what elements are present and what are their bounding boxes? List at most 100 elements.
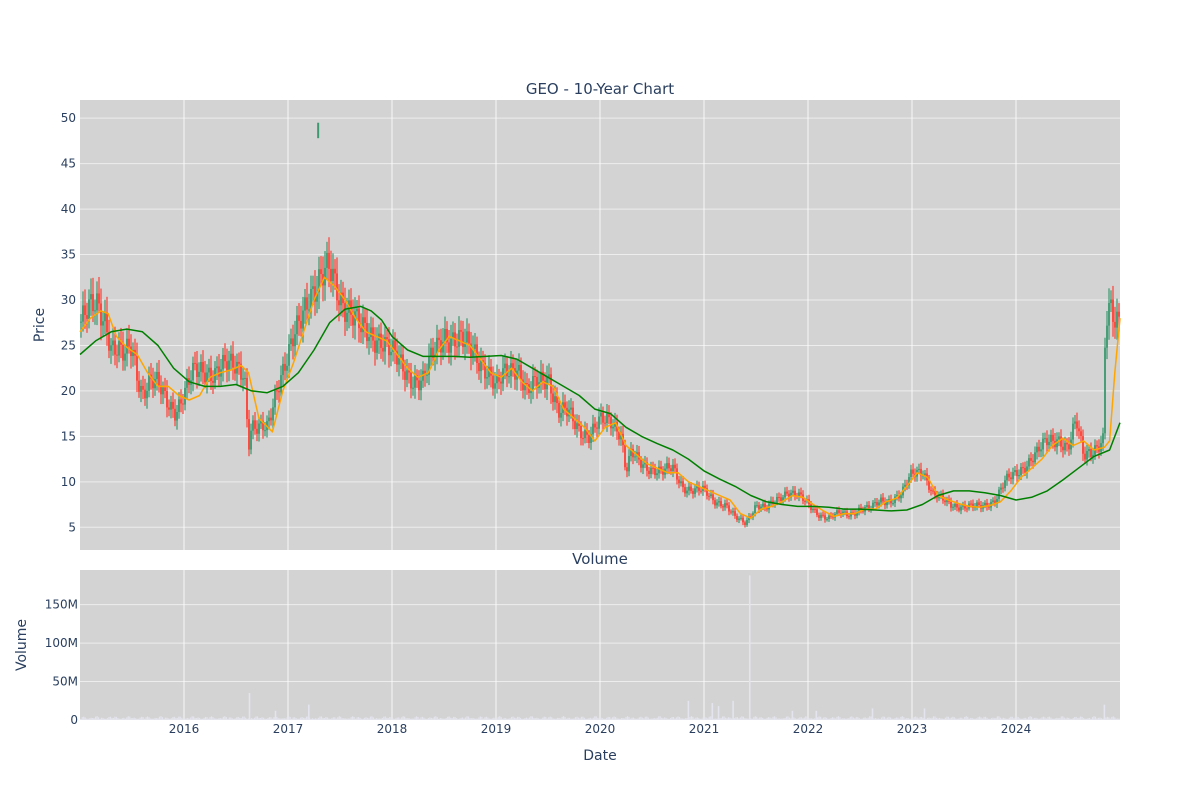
volume-bar: [999, 717, 1001, 720]
candle-body: [746, 519, 748, 525]
volume-bar: [974, 718, 976, 720]
volume-bar: [341, 718, 343, 720]
candle-body: [1082, 436, 1084, 454]
candle-body: [642, 464, 644, 468]
candle-body: [872, 502, 874, 509]
volume-bar: [1083, 718, 1085, 720]
candle-body: [554, 396, 556, 403]
volume-bar: [188, 718, 190, 720]
volume-bar: [484, 717, 486, 720]
candle-body: [468, 331, 470, 344]
volume-bar: [325, 717, 327, 720]
candle-body: [80, 321, 82, 323]
candle-body: [524, 382, 526, 391]
candle-body: [518, 364, 520, 371]
volume-bar: [579, 718, 581, 720]
candle-body: [526, 382, 528, 385]
volume-bar: [919, 716, 921, 720]
volume-bar: [751, 718, 753, 720]
volume-bar: [1084, 718, 1086, 720]
candle-body: [648, 470, 650, 475]
volume-bar: [301, 717, 303, 720]
volume-bar: [505, 718, 507, 720]
volume-bars: [80, 575, 1120, 720]
candle-body: [252, 420, 254, 431]
candle-body: [130, 346, 132, 357]
volume-bar: [1088, 717, 1091, 720]
candle-body: [428, 356, 430, 375]
volume-bar: [1004, 718, 1006, 720]
volume-bar: [915, 716, 917, 720]
volume-bar: [534, 718, 536, 720]
volume-bar: [1087, 718, 1089, 720]
candle-body: [826, 518, 828, 520]
volume-bar: [1022, 718, 1024, 720]
volume-bar: [641, 717, 643, 720]
volume-bar: [313, 718, 315, 720]
volume-bar: [889, 717, 892, 720]
volume-bar: [769, 717, 771, 720]
candle-body: [334, 268, 336, 274]
candle-body: [644, 462, 646, 465]
candle-body: [654, 468, 656, 476]
candle-body: [790, 492, 792, 498]
price-y-tick-label: 15: [61, 429, 76, 443]
candle-body: [572, 407, 574, 422]
volume-bar: [172, 717, 174, 720]
volume-bar: [573, 718, 575, 720]
candle-body: [328, 252, 330, 269]
volume-bar: [430, 717, 432, 720]
candle-body: [194, 362, 196, 364]
candle-body: [620, 433, 622, 440]
candle-body: [1114, 321, 1116, 328]
volume-bar: [265, 718, 268, 720]
volume-bar: [802, 718, 804, 720]
volume-bar: [421, 716, 424, 720]
volume-bar: [242, 716, 244, 720]
candle-body: [610, 417, 612, 429]
volume-bar: [298, 718, 300, 720]
candle-body: [272, 407, 274, 421]
volume-bar: [662, 718, 664, 720]
volume-bar: [827, 718, 829, 720]
candle-body: [244, 377, 246, 379]
volume-bar: [300, 717, 302, 720]
volume-bar: [1090, 718, 1092, 720]
volume-bar: [733, 718, 736, 720]
volume-bar: [513, 717, 516, 720]
candle-body: [486, 377, 488, 379]
candle-body: [1006, 473, 1008, 481]
volume-bar: [346, 718, 348, 720]
candle-body: [1042, 438, 1044, 450]
candle-body: [450, 338, 452, 353]
volume-bar: [976, 718, 978, 720]
volume-bar: [499, 716, 501, 720]
candle-body: [256, 428, 258, 434]
volume-bar: [297, 718, 299, 720]
candle-body: [390, 351, 392, 356]
volume-bar: [971, 717, 973, 720]
candle-body: [986, 502, 988, 507]
candle-body: [124, 353, 126, 361]
volume-bar: [469, 718, 471, 720]
candle-body: [416, 375, 418, 381]
volume-bar: [542, 717, 544, 720]
candle-body: [264, 430, 266, 432]
volume-bar: [445, 718, 447, 720]
candle-body: [262, 420, 264, 431]
candle-body: [1056, 439, 1058, 448]
volume-bar: [407, 718, 409, 720]
candle-body: [574, 421, 576, 430]
volume-bar: [546, 718, 548, 720]
candle-body: [710, 494, 712, 497]
candle-body: [384, 337, 386, 352]
candle-body: [828, 515, 830, 519]
candle-body: [268, 417, 270, 422]
volume-bar: [240, 718, 242, 720]
volume-bar: [530, 716, 532, 720]
volume-bar: [225, 717, 227, 720]
candle-body: [200, 362, 202, 372]
volume-bar: [1023, 717, 1025, 720]
volume-bar: [231, 718, 233, 720]
volume-bar: [681, 718, 684, 720]
